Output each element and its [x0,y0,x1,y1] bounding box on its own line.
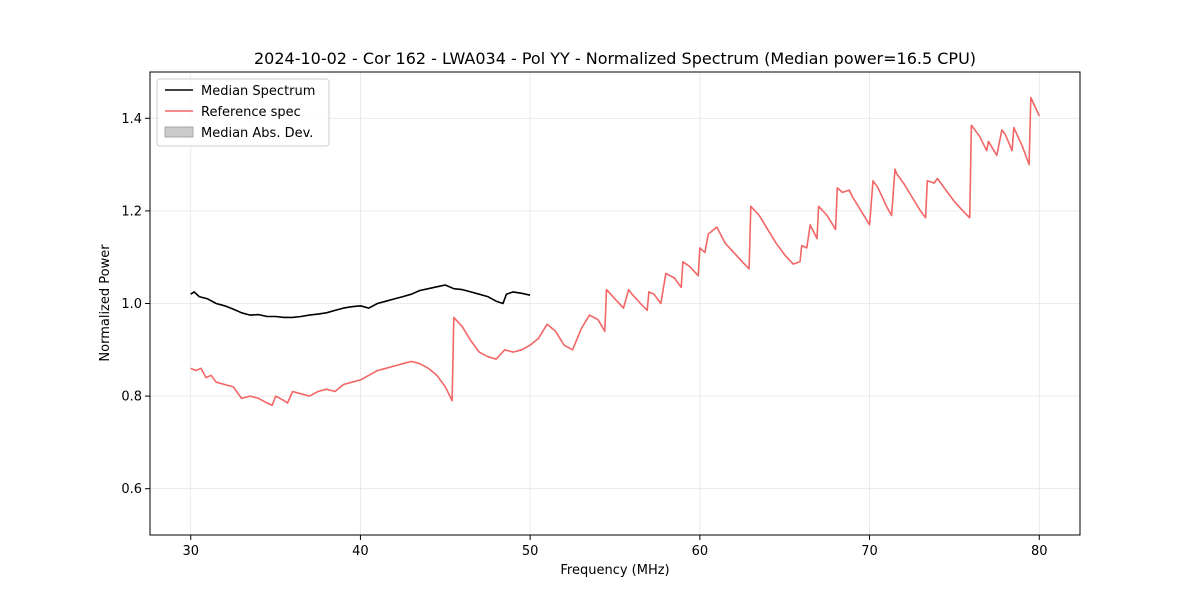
legend-swatch-median-abs-dev [164,126,194,138]
y-tick-label: 1.4 [121,112,142,127]
chart-title: 2024-10-02 - Cor 162 - LWA034 - Pol YY -… [254,49,976,68]
median-spectrum-line [190,284,531,319]
legend-label-median-spectrum: Median Spectrum [201,84,315,99]
x-tick-label: 40 [352,544,369,559]
x-axis-label: Frequency (MHz) [560,563,669,578]
x-tick-label: 30 [182,544,199,559]
y-tick-label: 0.8 [121,390,142,405]
x-tick-label: 80 [1031,544,1048,559]
y-axis: 0.6 0.8 1.0 1.2 1.4 [121,112,150,497]
y-tick-label: 1.2 [121,204,142,219]
legend-label-reference-spec: Reference spec [201,105,301,120]
x-tick-label: 70 [861,544,878,559]
x-tick-label: 60 [692,544,709,559]
y-tick-label: 1.0 [121,297,142,312]
series-layer [190,96,1041,407]
x-tick-label: 50 [522,544,539,559]
legend-label-median-abs-dev: Median Abs. Dev. [201,126,313,141]
legend-box [156,78,330,147]
y-tick-label: 0.6 [121,482,142,497]
y-axis-label: Normalized Power [98,244,113,362]
x-axis: 30 40 50 60 70 80 [182,535,1048,559]
legend: Median Spectrum Reference spec Median Ab… [156,78,330,147]
reference-spec-line [190,96,1041,407]
